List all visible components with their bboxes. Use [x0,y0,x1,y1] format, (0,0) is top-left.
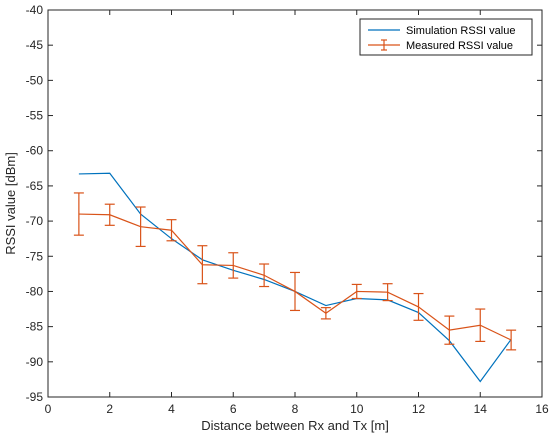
series-measured [73,192,517,351]
x-tick-label: 16 [535,402,549,416]
series-layer [73,172,517,383]
x-tick-label: 0 [45,402,52,416]
legend-box [359,18,533,56]
y-tick-label: -50 [26,73,44,87]
x-tick-label: 4 [168,402,175,416]
legend-label-measured: Measured RSSI value [406,40,513,52]
x-tick-label: 6 [230,402,237,416]
y-tick-label: -45 [26,38,44,52]
x-tick-label: 2 [106,402,113,416]
x-axis-label: Distance between Rx and Tx [m] [201,418,389,433]
y-tick-label: -40 [26,3,44,17]
x-tick-label: 10 [350,402,364,416]
legend-label-simulation: Simulation RSSI value [406,25,515,37]
y-axis-label: RSSI value [dBm] [3,152,18,255]
y-tick-label: -70 [26,214,44,228]
y-tick-label: -55 [26,109,44,123]
y-tick-label: -75 [26,249,44,263]
axis-ticks [47,9,543,398]
y-tick-label: -80 [26,284,44,298]
axis-tick-labels: 0 2 4 6 8 10 12 14 16 -95 -90 -85 -80 -75 -70 -65 -60 -55… [26,3,549,416]
legend-marker-measured [368,39,400,51]
legend: Simulation RSSI value Measured RSSI valu… [359,18,533,56]
plot-area [47,9,543,398]
y-tick-label: -60 [26,144,44,158]
y-tick-label: -95 [26,390,44,404]
y-tick-label: -90 [26,355,44,369]
y-tick-label: -85 [26,320,44,334]
x-tick-label: 14 [474,402,488,416]
x-tick-label: 12 [412,402,426,416]
y-tick-label: -65 [26,179,44,193]
x-tick-label: 8 [292,402,299,416]
